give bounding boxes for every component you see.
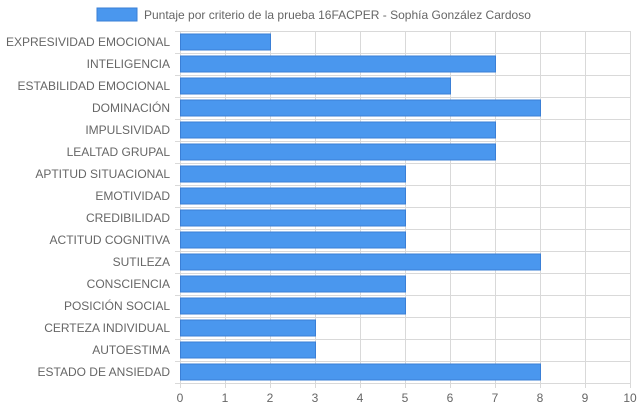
bar[interactable]: [180, 99, 541, 117]
bar[interactable]: [180, 319, 316, 337]
bars: [180, 33, 541, 381]
bar[interactable]: [180, 33, 271, 51]
bar[interactable]: [180, 165, 406, 183]
bar[interactable]: [180, 77, 451, 95]
category-label: POSICIÓN SOCIAL: [64, 298, 170, 313]
category-label: APTITUD SITUACIONAL: [35, 167, 170, 181]
bar[interactable]: [180, 275, 406, 293]
bar[interactable]: [180, 55, 496, 73]
bar[interactable]: [180, 363, 541, 381]
category-label: EXPRESIVIDAD EMOCIONAL: [6, 35, 170, 49]
x-axis-labels: 0 1 2 3 4 5 6 7 8 9 10: [177, 391, 637, 405]
bar[interactable]: [180, 341, 316, 359]
category-label: CERTEZA INDIVIDUAL: [44, 321, 170, 335]
category-label: SUTILEZA: [113, 255, 170, 269]
x-tick-label: 4: [357, 391, 364, 405]
category-label: ESTABILIDAD EMOCIONAL: [18, 79, 171, 93]
legend[interactable]: Puntaje por criterio de la prueba 16FACP…: [96, 7, 531, 22]
category-label: ACTITUD COGNITIVA: [50, 233, 170, 247]
x-tick-label: 5: [402, 391, 409, 405]
category-label: ESTADO DE ANSIEDAD: [38, 365, 171, 379]
x-tick-label: 7: [492, 391, 499, 405]
x-tick-label: 9: [582, 391, 589, 405]
legend-label: Puntaje por criterio de la prueba 16FACP…: [144, 8, 531, 22]
category-label: CONSCIENCIA: [87, 277, 170, 291]
bar[interactable]: [180, 121, 496, 139]
category-label: INTELIGENCIA: [87, 57, 170, 71]
legend-swatch: [96, 7, 138, 22]
bar[interactable]: [180, 209, 406, 227]
category-label: DOMINACIÓN: [92, 100, 170, 115]
x-tick-label: 2: [267, 391, 274, 405]
category-label: CREDIBILIDAD: [86, 211, 170, 225]
x-tick-label: 0: [177, 391, 184, 405]
category-label: LEALTAD GRUPAL: [67, 145, 171, 159]
y-axis-labels: EXPRESIVIDAD EMOCIONAL INTELIGENCIA ESTABI…: [6, 35, 170, 379]
category-label: EMOTIVIDAD: [95, 189, 170, 203]
bar[interactable]: [180, 253, 541, 271]
x-tick-label: 10: [623, 391, 637, 405]
x-tick-label: 1: [222, 391, 229, 405]
bar[interactable]: [180, 143, 496, 161]
category-label: AUTOESTIMA: [92, 343, 170, 357]
x-tick-label: 6: [447, 391, 454, 405]
bar[interactable]: [180, 231, 406, 249]
x-tick-label: 3: [312, 391, 319, 405]
bar[interactable]: [180, 187, 406, 205]
x-tick-label: 8: [537, 391, 544, 405]
category-label: IMPULSIVIDAD: [85, 123, 170, 137]
bar[interactable]: [180, 297, 406, 315]
